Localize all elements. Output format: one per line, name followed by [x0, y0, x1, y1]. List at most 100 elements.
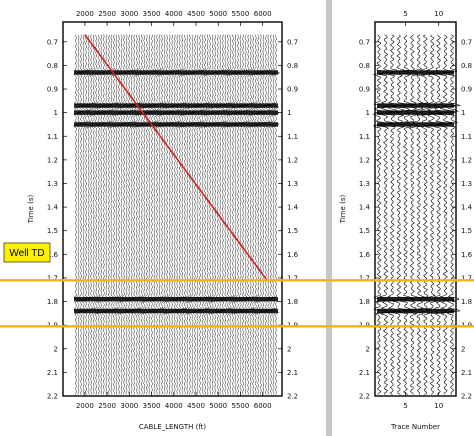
- y-tick-label-right: 2.1: [287, 369, 298, 377]
- seismic-trace: [132, 34, 141, 395]
- seismic-trace: [252, 34, 261, 395]
- y-tick-label-right: 0.7: [461, 38, 472, 46]
- y-tick-label-left: 2: [54, 345, 58, 353]
- seismic-trace: [191, 34, 199, 395]
- seismic-trace: [211, 34, 221, 395]
- seismic-trace: [206, 34, 215, 395]
- seismic-trace: [150, 34, 158, 395]
- x-tick-label-bottom: 4500: [187, 402, 205, 410]
- seismic-trace: [73, 34, 80, 395]
- seismic-trace: [181, 34, 190, 395]
- y-tick-label-right: 1.7: [287, 274, 298, 282]
- seismic-trace: [92, 34, 101, 395]
- cable-length-panel: 0.7 0.7 0.8 0.8 0.9 0.9 1 1 1.1 1.1 1.2 1.2 1.3 1.3 1.…: [27, 10, 299, 431]
- seismic-trace: [417, 34, 435, 395]
- seismic-trace: [145, 34, 153, 395]
- seismic-trace: [257, 34, 266, 395]
- seismic-trace: [215, 34, 225, 395]
- y-tick-label-right: 1.6: [287, 251, 299, 259]
- y-tick-label-left: 2: [366, 345, 370, 353]
- y-tick-label-right: 1: [287, 109, 291, 117]
- x-tick-label-top: 3500: [143, 10, 161, 18]
- y-tick-label-left: 1: [54, 109, 58, 117]
- y-tick-label-left: 1.4: [47, 204, 59, 212]
- well-td-label: Well TD: [9, 248, 44, 259]
- seismic-trace: [129, 34, 138, 395]
- y-tick-label-left: 0.9: [47, 86, 58, 94]
- y-tick-label-right: 1.2: [461, 156, 472, 164]
- seismic-trace: [376, 34, 397, 395]
- y-tick-label-right: 1: [461, 109, 465, 117]
- seismic-trace: [223, 34, 232, 395]
- reflection-band: [74, 308, 278, 314]
- seismic-trace: [100, 34, 108, 395]
- reflection-band: [74, 122, 278, 127]
- seismic-trace: [408, 34, 428, 395]
- seismic-trace: [115, 34, 124, 395]
- seismic-trace: [77, 34, 85, 395]
- seismic-trace: [165, 34, 175, 395]
- seismic-trace: [220, 34, 229, 395]
- seismic-trace: [104, 34, 112, 395]
- y-tick-label-left: 1.8: [359, 298, 370, 306]
- y-tick-label-left: 1.2: [47, 156, 58, 164]
- seismic-trace: [127, 34, 135, 395]
- y-tick-label-left: 1.1: [359, 133, 370, 141]
- seismic-trace: [261, 34, 270, 395]
- y-tick-label-left: 1.6: [359, 251, 371, 259]
- seismic-trace: [175, 34, 184, 395]
- seismic-trace: [84, 34, 93, 395]
- seismic-trace: [269, 34, 277, 395]
- seismic-trace: [96, 34, 103, 395]
- x-tick-label-top: 2000: [76, 10, 94, 18]
- x-tick-label-top: 4000: [165, 10, 183, 18]
- y-tick-label-right: 1.3: [287, 180, 298, 188]
- seismic-trace: [138, 34, 147, 395]
- seismic-trace: [200, 34, 209, 395]
- seismic-trace: [102, 34, 110, 395]
- seismic-trace: [272, 34, 281, 395]
- y-tick-label-right: 0.9: [287, 86, 298, 94]
- seismic-trace: [183, 34, 192, 395]
- x-axis-label: CABLE_LENGTH (ft): [139, 423, 207, 431]
- seismic-trace: [168, 34, 176, 395]
- seismic-trace: [97, 34, 106, 395]
- seismic-trace: [238, 34, 248, 395]
- x-tick-label-top: 2500: [98, 10, 116, 18]
- y-tick-label-left: 2.1: [359, 369, 370, 377]
- seismic-trace: [226, 34, 235, 395]
- y-tick-label-left: 2.2: [47, 393, 58, 401]
- seismic-trace: [164, 34, 171, 395]
- y-tick-label-left: 0.7: [47, 38, 58, 46]
- y-tick-label-left: 0.9: [359, 86, 370, 94]
- seismic-trace: [388, 34, 408, 395]
- seismic-trace: [436, 34, 457, 395]
- seismic-trace: [249, 34, 258, 395]
- y-tick-label-right: 1.4: [461, 204, 473, 212]
- reflection-band: [74, 296, 278, 302]
- y-tick-label-right: 1.1: [461, 133, 472, 141]
- x-tick-label-top: 6000: [254, 10, 272, 18]
- seismic-trace: [118, 34, 126, 395]
- y-tick-label-right: 0.8: [461, 62, 472, 70]
- y-axis-label: Time (s): [339, 195, 347, 225]
- seismic-trace: [123, 34, 131, 395]
- x-tick-label-top: 10: [434, 10, 443, 18]
- seismic-trace: [204, 34, 212, 395]
- seismic-trace: [198, 34, 206, 395]
- reflection-band: [74, 103, 278, 108]
- x-tick-label-bottom: 10: [434, 402, 443, 410]
- seismic-trace: [109, 34, 118, 395]
- y-tick-label-left: 1.8: [47, 298, 58, 306]
- seismic-trace: [187, 34, 194, 395]
- y-tick-label-right: 0.9: [461, 86, 472, 94]
- reflection-band: [377, 103, 454, 108]
- y-tick-label-left: 1.5: [47, 227, 58, 235]
- seismic-trace: [170, 34, 179, 395]
- reflection-band: [377, 296, 454, 302]
- y-tick-label-left: 2.1: [47, 369, 58, 377]
- x-tick-label-top: 5500: [232, 10, 250, 18]
- seismic-trace: [209, 34, 217, 395]
- x-tick-label-bottom: 6000: [254, 402, 272, 410]
